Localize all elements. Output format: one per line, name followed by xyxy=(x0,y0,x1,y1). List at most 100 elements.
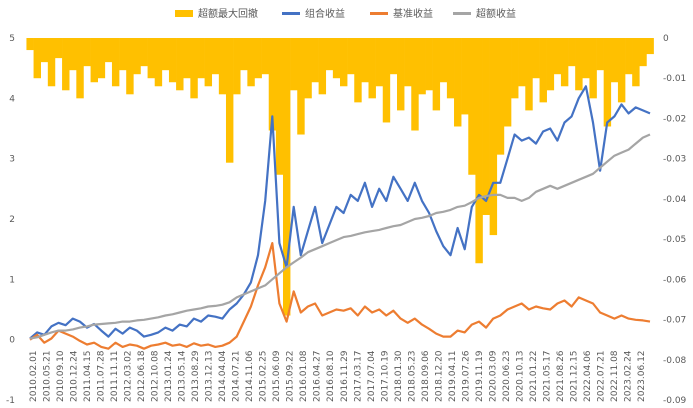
drawdown-bar xyxy=(368,38,376,99)
drawdown-bar xyxy=(568,38,576,67)
x-tick-label: 2010.02.01 xyxy=(29,350,39,402)
x-tick-label: 2016.11.29 xyxy=(340,350,350,402)
right-tick-label: -0.04 xyxy=(663,195,687,205)
drawdown-bar xyxy=(140,38,148,67)
x-tick-label: 2021.12.15 xyxy=(569,350,579,402)
x-axis-tick-labels: 2010.02.01 2010.05.21 2010.09.10 2010.12.24… xyxy=(29,350,647,402)
drawdown-bar xyxy=(375,38,384,87)
series-line xyxy=(29,242,651,350)
left-tick-label: -1 xyxy=(6,396,15,406)
drawdown-bar xyxy=(126,38,134,95)
drawdown-bar xyxy=(589,38,597,99)
drawdown-bar xyxy=(297,38,305,135)
drawdown-bar xyxy=(332,38,341,79)
x-tick-label: 2013.08.29 xyxy=(191,350,201,402)
x-tick-label: 2022.04.06 xyxy=(583,350,593,402)
drawdown-bar xyxy=(183,38,191,79)
drawdown-bar xyxy=(539,38,547,103)
x-tick-label: 2017.03.17 xyxy=(353,350,363,402)
x-tick-label: 2017.10.19 xyxy=(380,350,390,402)
drawdown-bar xyxy=(582,38,590,79)
left-tick-label: 3 xyxy=(9,155,15,165)
left-tick-label: 2 xyxy=(9,215,15,225)
drawdown-bar xyxy=(446,38,455,99)
drawdown-bar xyxy=(575,38,583,91)
drawdown-bar xyxy=(404,38,412,87)
drawdown-bar xyxy=(168,38,177,83)
drawdown-bar xyxy=(176,38,184,91)
x-tick-label: 2010.09.10 xyxy=(56,350,66,402)
left-tick-label: 5 xyxy=(9,34,15,44)
series-line xyxy=(29,133,651,340)
drawdown-bar xyxy=(496,38,505,155)
drawdown-bar xyxy=(347,38,355,75)
drawdown-bar xyxy=(147,38,156,79)
x-tick-label: 2014.11.06 xyxy=(245,350,255,402)
x-tick-label: 2015.09.22 xyxy=(286,350,296,402)
drawdown-bar xyxy=(439,38,448,83)
x-tick-label: 2018.12.20 xyxy=(434,350,444,402)
drawdown-bar xyxy=(389,38,398,75)
series-line xyxy=(29,85,651,340)
drawdown-bar xyxy=(382,38,391,123)
drawdown-bar xyxy=(625,38,633,75)
x-tick-label: 2010.05.21 xyxy=(43,350,53,402)
x-tick-label: 2014.07.21 xyxy=(232,350,242,402)
drawdown-bar xyxy=(532,38,540,79)
x-tick-label: 2021.05.17 xyxy=(542,350,552,402)
legend-swatch xyxy=(175,10,193,17)
drawdown-bar xyxy=(432,38,441,111)
x-tick-label: 2012.10.08 xyxy=(151,350,161,402)
drawdown-bar xyxy=(290,38,298,91)
drawdown-bar xyxy=(425,38,433,91)
drawdown-bar xyxy=(411,38,419,131)
drawdown-bar xyxy=(197,38,205,79)
drawdown-bar xyxy=(461,38,469,115)
drawdown-bar xyxy=(454,38,462,127)
drawdown-bar xyxy=(596,38,604,71)
x-tick-label: 2020.06.23 xyxy=(502,350,512,402)
drawdown-bar xyxy=(119,38,127,71)
drawdown-bar xyxy=(546,38,555,91)
x-tick-label: 2018.05.23 xyxy=(407,350,417,402)
drawdown-bar xyxy=(418,38,426,95)
drawdown-bar xyxy=(161,38,170,71)
drawdown-bar xyxy=(318,38,327,95)
left-tick-label: 1 xyxy=(9,275,15,285)
drawdown-bar xyxy=(304,38,312,99)
drawdown-bar xyxy=(361,38,369,83)
x-tick-label: 2020.03.09 xyxy=(488,350,498,402)
drawdown-bar xyxy=(553,38,562,75)
drawdown-bar xyxy=(83,38,91,67)
drawdown-bar xyxy=(475,38,483,264)
drawdown-bar xyxy=(154,38,163,87)
drawdown-bar xyxy=(468,38,476,175)
x-tick-label: 2017.07.04 xyxy=(367,350,377,402)
x-tick-label: 2021.08.26 xyxy=(556,350,566,402)
x-tick-label: 2019.04.11 xyxy=(448,350,458,402)
drawdown-bar xyxy=(133,38,141,75)
legend-entry: 超额收益 xyxy=(476,7,516,20)
x-tick-label: 2013.01.24 xyxy=(164,350,174,402)
drawdown-bar xyxy=(26,38,34,51)
x-tick-label: 2020.10.13 xyxy=(515,350,525,402)
drawdown-bar xyxy=(76,38,84,99)
x-tick-label: 2018.01.30 xyxy=(394,350,404,402)
drawdown-bar xyxy=(47,38,56,87)
x-tick-label: 2023.06.12 xyxy=(637,350,647,402)
drawdown-bar xyxy=(254,38,262,79)
drawdown-area-layer xyxy=(26,38,654,316)
legend: 超额最大回撤 组合收益 基准收益 超额收益 xyxy=(175,7,516,20)
drawdown-bar xyxy=(646,38,654,55)
drawdown-bar xyxy=(325,38,334,71)
drawdown-bar xyxy=(62,38,70,91)
drawdown-bar xyxy=(247,38,255,87)
drawdown-bar xyxy=(397,38,405,111)
drawdown-bar xyxy=(240,38,248,71)
x-tick-label: 2010.12.24 xyxy=(70,350,80,402)
drawdown-bar xyxy=(354,38,362,103)
line-layer xyxy=(29,85,651,350)
x-tick-label: 2016.01.08 xyxy=(299,350,309,402)
x-tick-label: 2012.06.18 xyxy=(137,350,147,402)
right-tick-label: -0.01 xyxy=(663,74,686,84)
